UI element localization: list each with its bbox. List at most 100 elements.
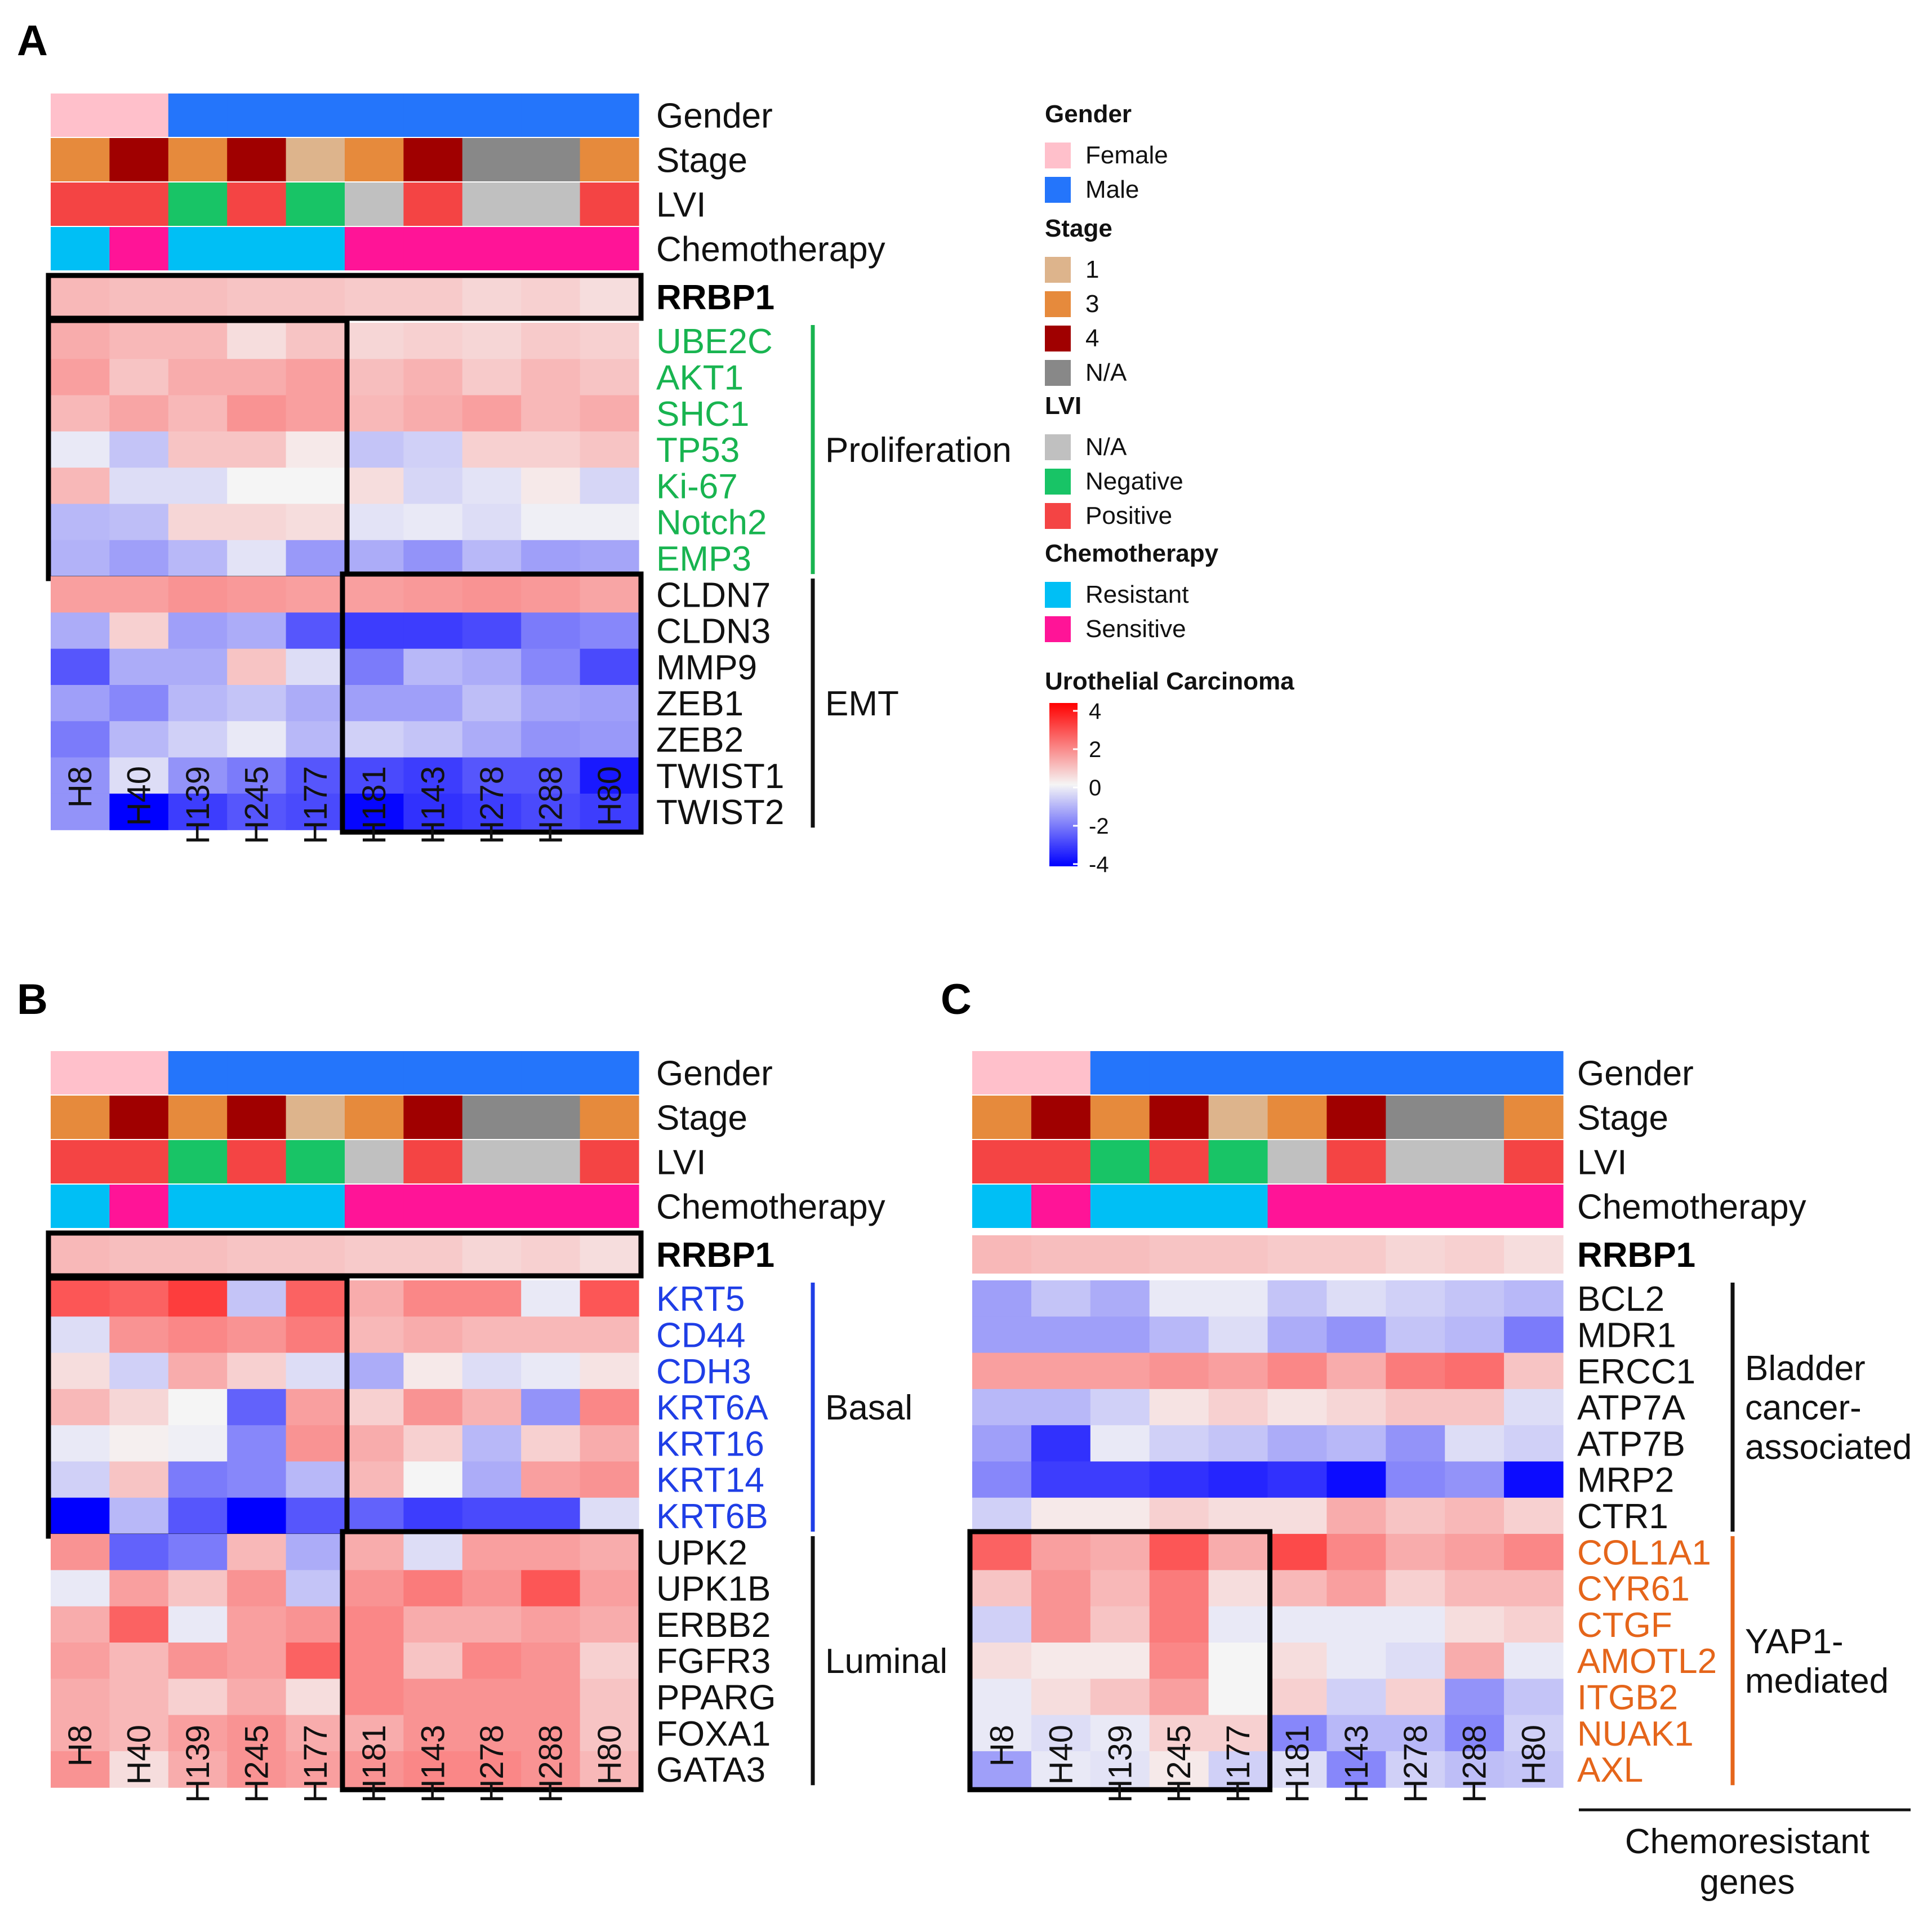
annotation-cell-stage	[1149, 1096, 1209, 1139]
annotation-cell-stage	[168, 1096, 228, 1139]
annotation-cell-stage	[462, 1096, 522, 1139]
heatmap-cell-krt6a	[462, 1388, 522, 1426]
annotation-cell-chemotherapy	[51, 1185, 110, 1228]
heatmap-cell-ctr1	[1031, 1497, 1091, 1534]
heatmap-cell-nuak1	[1386, 1715, 1445, 1752]
heatmap-cell-cldn7	[580, 576, 639, 613]
legend-swatch-stage-1	[1045, 257, 1071, 283]
heatmap-cell-upk1b	[109, 1570, 169, 1607]
heatmap-cell-twist2	[462, 793, 522, 830]
sample-tick-h8: H8	[62, 1725, 99, 1766]
group-label-yap1-mediated: YAP1-	[1745, 1622, 1844, 1661]
sample-tick-h245: H245	[238, 1725, 275, 1803]
annotation-cell-lvi	[1504, 1140, 1564, 1183]
annotation-cell-chemotherapy	[109, 227, 169, 270]
annotation-cell-gender	[1208, 1051, 1268, 1094]
sample-tick-h80: H80	[591, 1725, 628, 1784]
panel-a: A Gender Stage LVI Chemotherapy RRBP1 UBE2CAKT…	[17, 17, 1012, 844]
heatmap-cell-krt14	[462, 1461, 522, 1498]
heatmap-cell-cd44	[345, 1316, 404, 1354]
heatmap-cell-rrbp1	[580, 1235, 639, 1274]
heatmap-cell-atp7b	[1149, 1425, 1209, 1462]
annotation-cell-stage	[286, 1096, 345, 1139]
heatmap-cell-upk2	[403, 1534, 463, 1570]
heatmap-cell-fgfr3	[521, 1643, 581, 1679]
heatmap-cell-ercc1	[1386, 1352, 1445, 1390]
group-label-emt: EMT	[825, 684, 899, 723]
heatmap-cell-rrbp1	[1504, 1235, 1564, 1274]
heatmap-cell-col1a1	[1504, 1534, 1564, 1570]
gene-label-mrp2: MRP2	[1577, 1461, 1674, 1500]
annotation-cell-chemotherapy	[168, 227, 228, 270]
heatmap-cell-ctgf	[1445, 1606, 1504, 1643]
gene-label-atp7a: ATP7A	[1577, 1388, 1685, 1427]
heatmap-cell-krt6b	[286, 1497, 345, 1534]
heatmap-cell-atp7b	[1090, 1425, 1150, 1462]
gene-label-pparg: PPARG	[656, 1678, 776, 1717]
sample-tick-h245: H245	[1161, 1725, 1198, 1803]
heatmap-cell-atp7a	[1267, 1388, 1327, 1426]
heatmap-cell-nuak1	[1504, 1715, 1564, 1752]
legend-label-lvi-positive: Positive	[1085, 502, 1172, 529]
heatmap-cell-cdh3	[580, 1352, 639, 1390]
legend-label-lvi-negative: Negative	[1085, 468, 1183, 495]
heatmap-cell-upk1b	[521, 1570, 581, 1607]
heatmap-cell-cldn7	[345, 576, 404, 613]
annotation-cell-chemotherapy	[1445, 1185, 1504, 1228]
annotation-cell-chemotherapy	[1504, 1185, 1564, 1228]
heatmap-cell-mdr1	[1090, 1316, 1150, 1354]
annotation-cell-lvi	[227, 183, 287, 226]
group-label-luminal: Luminal	[825, 1642, 947, 1681]
heatmap-cell-gata3	[345, 1751, 404, 1788]
annotation-cell-lvi	[1267, 1140, 1327, 1183]
heatmap-cell-notch2	[286, 504, 345, 541]
heatmap-cell-erbb2	[51, 1606, 110, 1643]
heatmap-cell-ercc1	[1445, 1352, 1504, 1390]
sample-tick-h40: H40	[121, 1725, 158, 1784]
sample-tick-h143: H143	[1338, 1725, 1375, 1803]
heatmap-cell-axl	[1326, 1751, 1386, 1788]
heatmap-cell-mdr1	[1149, 1316, 1209, 1354]
heatmap-cell-ube2c	[345, 323, 404, 359]
gene-label-cldn7: CLDN7	[656, 576, 771, 615]
heatmap-cell-ki-67	[168, 468, 228, 505]
heatmap-cell-rrbp1	[345, 1235, 404, 1274]
heatmap-cell-zeb2	[168, 721, 228, 758]
annotation-cell-chemotherapy	[521, 227, 581, 270]
heatmap-cell-cyr61	[1326, 1570, 1386, 1607]
heatmap-cell-cldn3	[227, 612, 287, 649]
sample-tick-h143: H143	[415, 1725, 452, 1803]
gene-label-cldn3: CLDN3	[656, 612, 771, 651]
annotation-cell-lvi	[1445, 1140, 1504, 1183]
heatmap-cell-krt6a	[109, 1388, 169, 1426]
heatmap-cell-cdh3	[462, 1352, 522, 1390]
rrbp1-label: RRBP1	[1577, 1236, 1695, 1275]
annotation-label-lvi: LVI	[656, 186, 706, 225]
annotation-cell-stage	[521, 1096, 581, 1139]
annotation-cell-lvi	[521, 1140, 581, 1183]
heatmap-cell-zeb2	[462, 721, 522, 758]
heatmap-cell-upk1b	[462, 1570, 522, 1607]
heatmap-cell-mdr1	[972, 1316, 1032, 1354]
heatmap-cell-akt1	[227, 359, 287, 396]
heatmap-cell-emp3	[286, 540, 345, 577]
heatmap-cell-rrbp1	[462, 1235, 522, 1274]
heatmap-cell-emp3	[51, 540, 110, 577]
annotation-cell-lvi	[403, 1140, 463, 1183]
annotation-cell-lvi	[345, 183, 404, 226]
heatmap-cell-fgfr3	[462, 1643, 522, 1679]
heatmap-cell-mmp9	[580, 648, 639, 686]
heatmap-cell-krt14	[580, 1461, 639, 1498]
heatmap-cell-twist1	[521, 757, 581, 794]
annotation-cell-stage	[1267, 1096, 1327, 1139]
legend-label-stage-1: 1	[1085, 256, 1099, 283]
heatmap-cell-axl	[1208, 1751, 1268, 1788]
heatmap-cell-emp3	[462, 540, 522, 577]
sample-tick-h278: H278	[474, 766, 510, 844]
heatmap-cell-krt6a	[580, 1388, 639, 1426]
heatmap-cell-zeb2	[580, 721, 639, 758]
heatmap-cell-rrbp1	[1445, 1235, 1504, 1274]
heatmap-cell-ctgf	[1504, 1606, 1564, 1643]
heatmap-cell-mdr1	[1031, 1316, 1091, 1354]
